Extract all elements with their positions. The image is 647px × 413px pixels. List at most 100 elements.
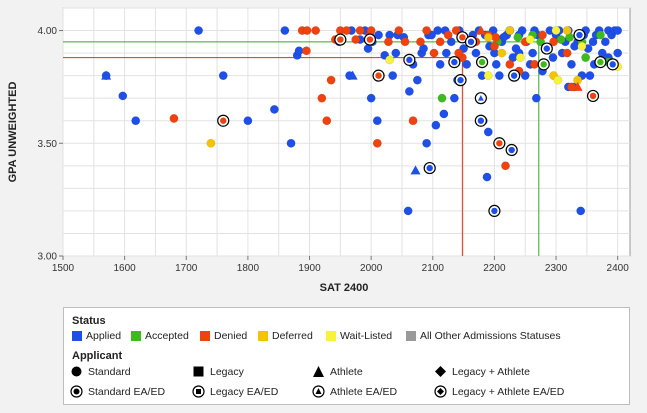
scatter-chart: 1500 1600 1700 1800 1900 2000 2100 2200 2300 2400… [7, 7, 631, 294]
data-point [437, 93, 447, 103]
legend-item-denied[interactable]: Denied [200, 330, 247, 342]
data-point [441, 48, 451, 58]
other-swatch [406, 331, 416, 341]
y-tick-label: 3.00 [38, 252, 58, 263]
athlete-point [475, 25, 486, 35]
data-point [576, 206, 586, 216]
data-point [342, 26, 351, 35]
ringed-diamond-icon [434, 385, 447, 398]
data-point [366, 26, 376, 35]
x-axis-title: SAT 2400 [320, 282, 369, 294]
data-point [483, 71, 493, 81]
x-tick-label: 2400 [607, 263, 630, 274]
data-point [416, 37, 425, 47]
data-point [169, 114, 179, 123]
legend-item-other[interactable]: All Other Admissions Statuses [406, 330, 561, 342]
data-point [505, 59, 515, 69]
ea-point [510, 72, 518, 79]
legend-item-athlete[interactable]: Athlete [312, 365, 363, 378]
ringed-triangle-icon [312, 385, 325, 398]
legend-label: Applied [86, 330, 122, 342]
data-point [548, 53, 558, 63]
legend-label: Standard [88, 365, 131, 378]
legend-item-waitlisted[interactable]: Wait-Listed [326, 330, 392, 342]
legend-item-legacy-athlete-ea[interactable]: Legacy + Athlete EA/ED [434, 385, 564, 398]
ea-point [478, 58, 486, 66]
legend-item-legacy-athlete[interactable]: Legacy + Athlete [434, 365, 530, 378]
data-point [118, 91, 128, 101]
ea-point [366, 36, 374, 43]
data-point [385, 55, 395, 65]
data-point [351, 35, 361, 45]
legend-item-applied[interactable]: Applied [72, 330, 121, 342]
ea-point [508, 146, 515, 154]
legend-label: Athlete [330, 365, 363, 378]
legend-item-deferred[interactable]: Deferred [258, 330, 313, 342]
legend-label: Legacy + Athlete [452, 365, 530, 378]
data-point [491, 32, 501, 42]
ea-point [220, 117, 227, 124]
data-point [483, 32, 493, 42]
legend-label: Athlete EA/ED [330, 385, 398, 398]
data-point [435, 59, 445, 69]
data-point [525, 35, 535, 45]
data-point [286, 138, 296, 148]
legend-item-athlete-ea[interactable]: Athlete EA/ED [312, 385, 397, 398]
x-tick-label: 1900 [298, 263, 321, 274]
x-tick-label: 1800 [237, 263, 260, 274]
data-point [388, 71, 398, 81]
data-point [280, 26, 290, 35]
ea-point [576, 31, 583, 39]
ea-point [457, 76, 464, 84]
data-point [403, 206, 413, 216]
legend-item-legacy-ea[interactable]: Legacy EA/ED [192, 385, 278, 398]
data-point [531, 93, 541, 103]
athlete-ea-point [477, 95, 484, 101]
data-point [505, 26, 515, 35]
data-point [317, 93, 327, 103]
data-point [451, 26, 461, 35]
legend-label: Accepted [145, 330, 189, 342]
data-point [489, 41, 499, 51]
applied-swatch [72, 331, 82, 341]
ringed-circle-icon [70, 385, 83, 398]
ea-point [491, 207, 498, 215]
legend-item-standard-ea[interactable]: Standard EA/ED [70, 385, 165, 398]
data-point [391, 48, 401, 58]
data-point [326, 75, 336, 85]
x-tick-label: 2000 [360, 263, 383, 274]
legend-item-legacy[interactable]: Legacy [192, 365, 244, 378]
legend-item-standard[interactable]: Standard [70, 365, 131, 378]
data-point [269, 105, 279, 114]
data-point [520, 71, 530, 81]
x-tick-label: 1500 [52, 263, 75, 274]
data-point [613, 48, 623, 58]
data-point [497, 48, 507, 58]
square-icon [193, 366, 204, 377]
data-point [422, 26, 432, 35]
data-point [194, 26, 204, 35]
ringed-square-icon [192, 385, 205, 398]
data-point [439, 109, 449, 119]
data-point [408, 116, 418, 126]
data-point [443, 30, 453, 40]
data-point [400, 37, 410, 47]
data-point [556, 35, 566, 45]
legend-label: Wait-Listed [340, 330, 393, 342]
athlete-point [410, 165, 421, 175]
data-point [374, 30, 383, 40]
axis-ticks: 1500 1600 1700 1800 1900 2000 2100 2200 2300 2400… [38, 26, 630, 274]
data-point [394, 26, 404, 35]
y-axis-title: GPA UNWEIGHTED [7, 82, 19, 183]
ea-point [375, 72, 382, 79]
data-point [549, 37, 559, 47]
data-point [383, 37, 393, 47]
x-tick-label: 1700 [175, 263, 198, 274]
y-tick-label: 4.00 [38, 26, 58, 37]
data-point [131, 116, 141, 126]
deferred-swatch [258, 331, 268, 341]
legend-item-accepted[interactable]: Accepted [131, 330, 189, 342]
data-point [567, 59, 576, 69]
data-point [570, 41, 579, 51]
data-point [462, 59, 472, 69]
